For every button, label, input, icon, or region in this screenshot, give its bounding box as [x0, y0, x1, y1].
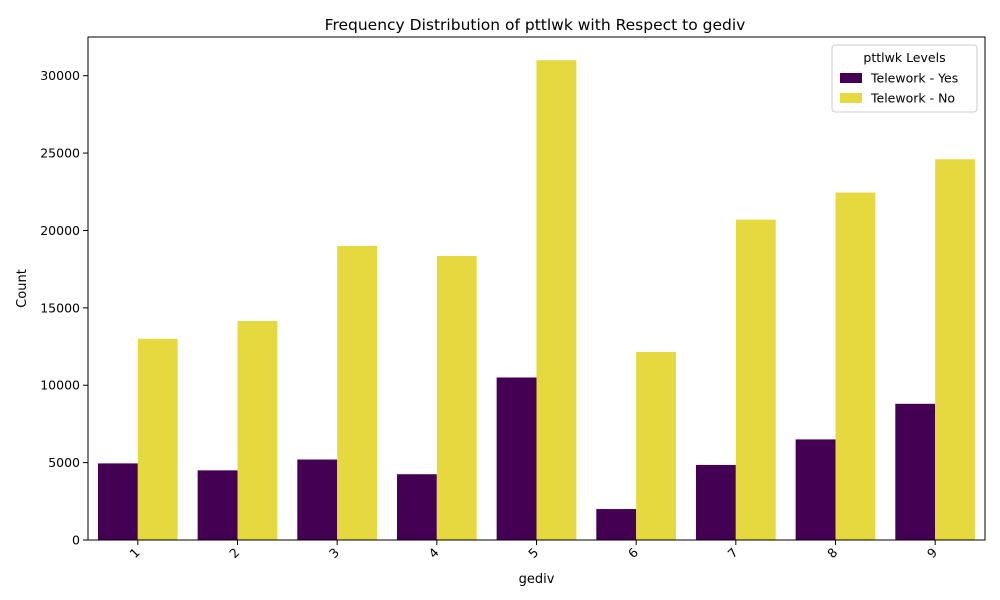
y-tick-label: 5000	[48, 455, 80, 470]
bar-telework-no-3	[337, 245, 378, 540]
legend: pttlwk Levels Telework - Yes Telework - N…	[831, 44, 978, 113]
bar-telework-no-8	[835, 192, 876, 540]
bar-telework-yes-2	[197, 470, 238, 540]
chart-title: Frequency Distribution of pttlwk with Re…	[325, 16, 746, 34]
legend-swatch	[840, 73, 862, 83]
bar-telework-yes-4	[396, 474, 437, 540]
y-axis: 0 5000 10000 15000 20000 25000 30000	[40, 68, 88, 548]
y-tick-label: 0	[72, 533, 80, 548]
y-tick-label: 20000	[40, 223, 80, 238]
x-axis-label: gediv	[519, 572, 555, 587]
bar-telework-yes-3	[297, 459, 338, 540]
legend-box	[831, 44, 978, 113]
bars-group	[97, 60, 976, 540]
bar-telework-yes-8	[795, 439, 836, 540]
legend-swatch	[840, 93, 862, 103]
y-tick-label: 15000	[40, 300, 80, 315]
bar-telework-no-4	[436, 255, 477, 540]
bar-telework-no-9	[935, 159, 976, 540]
bar-telework-no-1	[137, 338, 178, 540]
legend-entry-label: Telework - Yes	[870, 71, 958, 86]
bar-telework-yes-5	[496, 377, 537, 540]
bar-telework-no-6	[636, 351, 677, 540]
y-axis-label: Count	[15, 269, 30, 308]
bar-telework-yes-9	[895, 403, 936, 540]
y-tick-label: 30000	[40, 68, 80, 83]
legend-entry-label: Telework - No	[870, 91, 955, 106]
bar-telework-no-5	[536, 60, 577, 540]
plot-frame	[87, 36, 986, 541]
legend-title: pttlwk Levels	[863, 50, 945, 65]
bar-telework-no-2	[237, 321, 278, 540]
bar-telework-yes-7	[695, 464, 736, 540]
y-tick-label: 10000	[40, 378, 80, 393]
y-tick-label: 25000	[40, 146, 80, 161]
bar-telework-no-7	[735, 219, 776, 540]
bar-telework-yes-1	[97, 463, 138, 540]
bar-telework-yes-6	[596, 509, 637, 540]
